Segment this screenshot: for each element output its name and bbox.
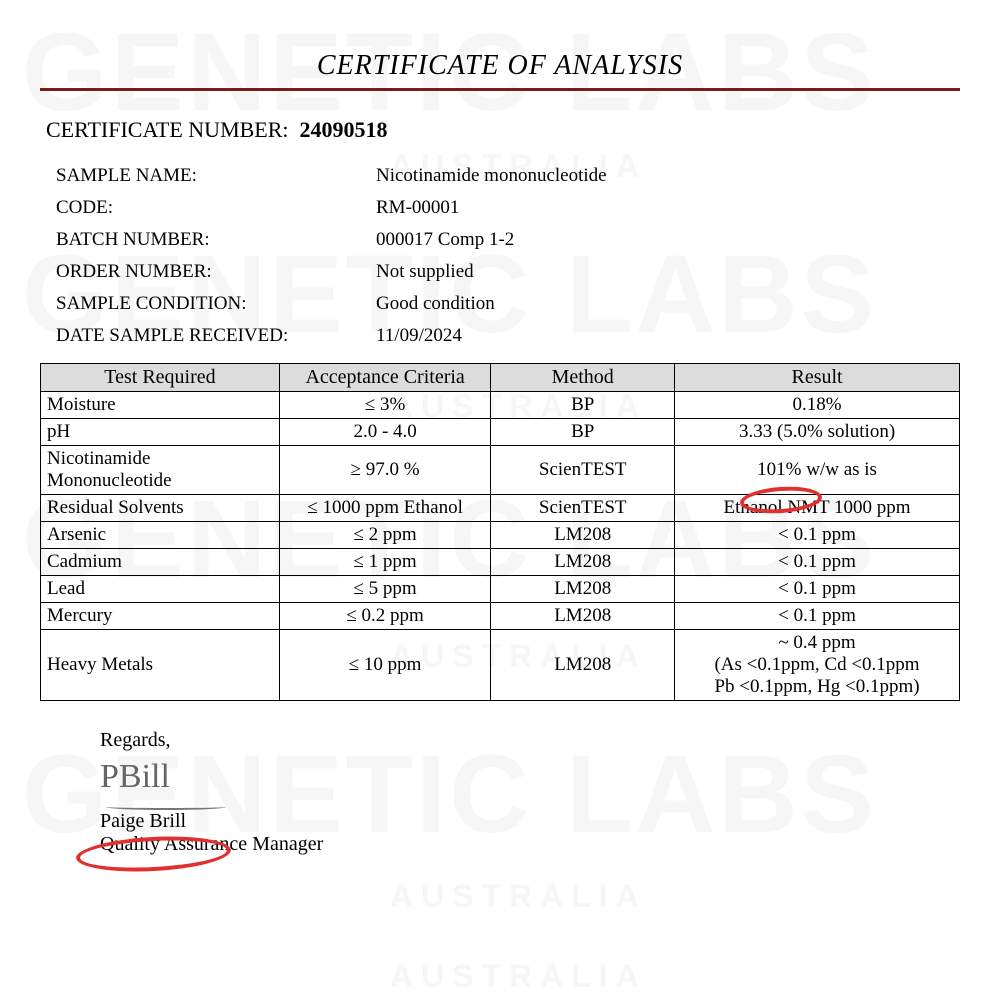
table-cell: 2.0 - 4.0 [279, 419, 490, 446]
table-cell: ≤ 0.2 ppm [279, 603, 490, 630]
table-row: Mercury≤ 0.2 ppmLM208< 0.1 ppm [41, 603, 960, 630]
table-cell: LM208 [491, 603, 675, 630]
col-header: Result [675, 364, 960, 392]
table-body: Moisture≤ 3%BP0.18%pH2.0 - 4.0BP3.33 (5.… [41, 392, 960, 701]
table-cell: Cadmium [41, 549, 280, 576]
title-rule [40, 88, 960, 91]
table-cell: Mercury [41, 603, 280, 630]
results-table: Test Required Acceptance Criteria Method… [40, 363, 960, 701]
table-cell: BP [491, 392, 675, 419]
meta-value: Nicotinamide mononucleotide [376, 165, 607, 187]
meta-value: Not supplied [376, 261, 474, 283]
table-cell: 3.33 (5.0% solution) [675, 419, 960, 446]
table-cell: < 0.1 ppm [675, 549, 960, 576]
cert-number-value: 24090518 [300, 117, 388, 142]
table-cell: 101% w/w as is [675, 446, 960, 495]
table-cell: ≤ 1 ppm [279, 549, 490, 576]
table-row: Lead≤ 5 ppmLM208< 0.1 ppm [41, 576, 960, 603]
col-header: Acceptance Criteria [279, 364, 490, 392]
meta-label: ORDER NUMBER: [56, 261, 376, 283]
meta-value: RM-00001 [376, 197, 459, 219]
meta-value: 000017 Comp 1-2 [376, 229, 514, 251]
table-cell: LM208 [491, 522, 675, 549]
table-cell: Nicotinamide Mononucleotide [41, 446, 280, 495]
sample-meta: SAMPLE NAME:Nicotinamide mononucleotide … [56, 165, 960, 347]
table-cell: pH [41, 419, 280, 446]
table-cell: ~ 0.4 ppm(As <0.1ppm, Cd <0.1ppmPb <0.1p… [675, 630, 960, 701]
watermark-line2-5: AUSTRALIA [390, 960, 647, 992]
meta-label: SAMPLE CONDITION: [56, 293, 376, 315]
signature-script: PBill [100, 758, 960, 796]
table-cell: BP [491, 419, 675, 446]
table-cell: Residual Solvents [41, 495, 280, 522]
closing-salutation: Regards, [100, 729, 960, 752]
table-cell: Ethanol NMT 1000 ppm [675, 495, 960, 522]
table-cell: ScienTEST [491, 446, 675, 495]
cert-number-label: CERTIFICATE NUMBER: [46, 117, 289, 142]
table-row: Arsenic≤ 2 ppmLM208< 0.1 ppm [41, 522, 960, 549]
table-row: Nicotinamide Mononucleotide≥ 97.0 %Scien… [41, 446, 960, 495]
table-cell: < 0.1 ppm [675, 603, 960, 630]
table-cell: Heavy Metals [41, 630, 280, 701]
table-cell: LM208 [491, 630, 675, 701]
table-cell: < 0.1 ppm [675, 576, 960, 603]
meta-value: 11/09/2024 [376, 325, 462, 347]
table-cell: Moisture [41, 392, 280, 419]
table-cell: ≤ 10 ppm [279, 630, 490, 701]
table-cell: LM208 [491, 549, 675, 576]
table-cell: ≥ 97.0 % [279, 446, 490, 495]
table-row: Heavy Metals≤ 10 ppmLM208~ 0.4 ppm(As <0… [41, 630, 960, 701]
table-row: Residual Solvents≤ 1000 ppm EthanolScien… [41, 495, 960, 522]
table-cell: ≤ 2 ppm [279, 522, 490, 549]
table-cell: ≤ 3% [279, 392, 490, 419]
table-row: Moisture≤ 3%BP0.18% [41, 392, 960, 419]
table-row: pH2.0 - 4.0BP3.33 (5.0% solution) [41, 419, 960, 446]
meta-value: Good condition [376, 293, 495, 315]
table-cell: < 0.1 ppm [675, 522, 960, 549]
closing-block: Regards, PBill Paige Brill Quality Assur… [100, 729, 960, 856]
table-cell: LM208 [491, 576, 675, 603]
table-cell: ≤ 5 ppm [279, 576, 490, 603]
table-cell: ScienTEST [491, 495, 675, 522]
watermark-line2-4: AUSTRALIA [390, 880, 647, 912]
cert-number-line: CERTIFICATE NUMBER: 24090518 [46, 117, 960, 143]
doc-title: CERTIFICATE OF ANALYSIS [40, 50, 960, 88]
col-header: Test Required [41, 364, 280, 392]
meta-label: DATE SAMPLE RECEIVED: [56, 325, 376, 347]
col-header: Method [491, 364, 675, 392]
table-cell: 0.18% [675, 392, 960, 419]
signer-name: Paige Brill [100, 810, 960, 833]
meta-label: SAMPLE NAME: [56, 165, 376, 187]
table-header-row: Test Required Acceptance Criteria Method… [41, 364, 960, 392]
table-cell: ≤ 1000 ppm Ethanol [279, 495, 490, 522]
table-cell: Lead [41, 576, 280, 603]
certificate-page: CERTIFICATE OF ANALYSIS CERTIFICATE NUMB… [0, 0, 1000, 856]
meta-label: CODE: [56, 197, 376, 219]
meta-label: BATCH NUMBER: [56, 229, 376, 251]
signer-role: Quality Assurance Manager [100, 833, 960, 856]
table-row: Cadmium≤ 1 ppmLM208< 0.1 ppm [41, 549, 960, 576]
table-cell: Arsenic [41, 522, 280, 549]
